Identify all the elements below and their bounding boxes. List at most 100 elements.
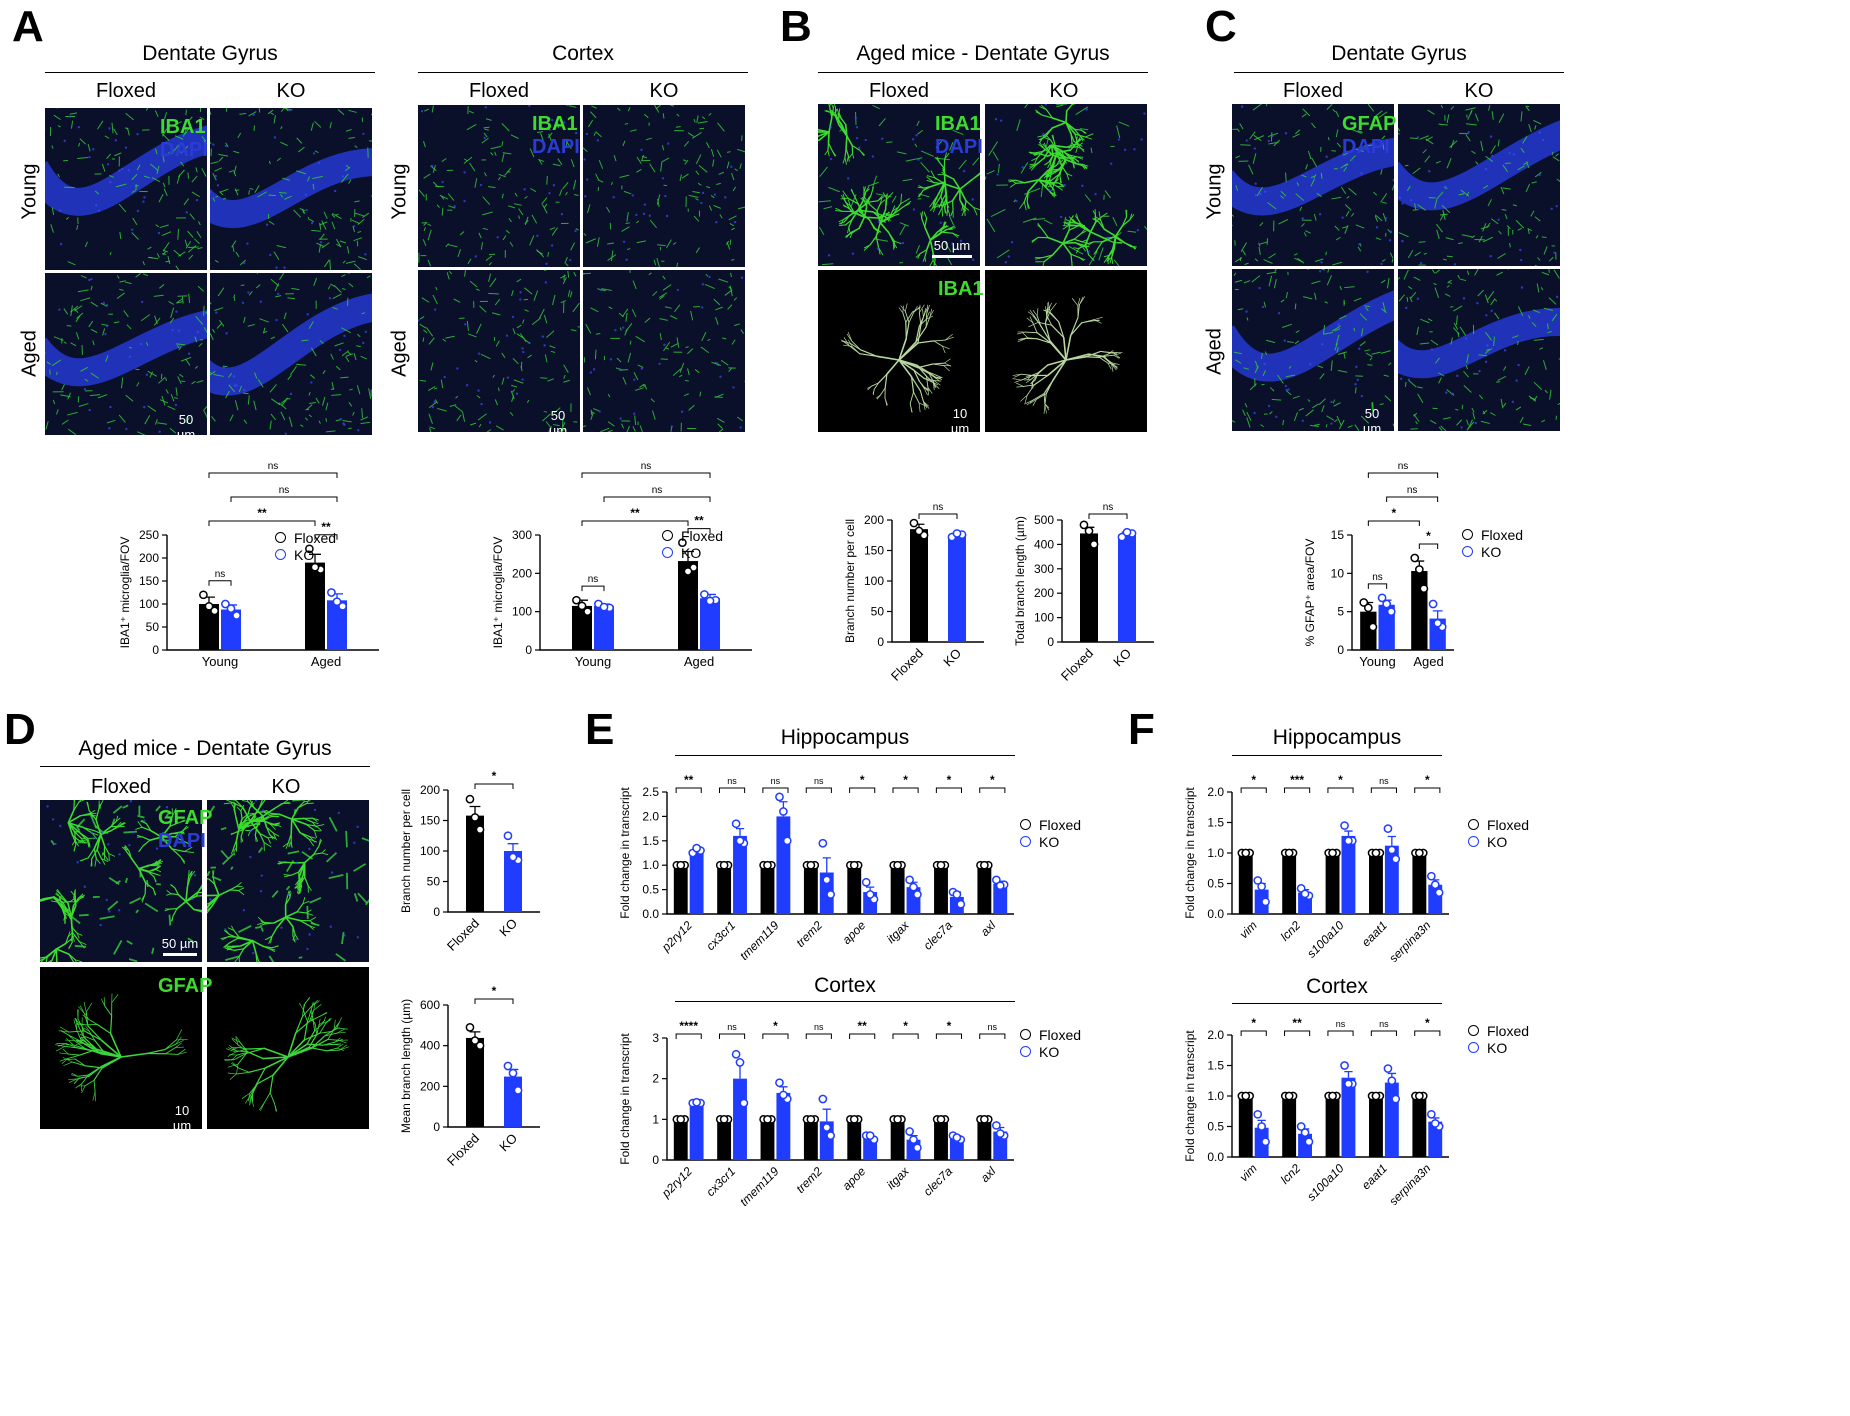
micrograph-texture (207, 800, 369, 962)
significance-bracket (762, 1033, 789, 1039)
legend-marker-ko (662, 547, 673, 558)
legend-label-ko: KO (1487, 834, 1508, 850)
bar (1384, 1082, 1399, 1157)
data-point (1434, 888, 1444, 897)
data-point (1340, 821, 1349, 830)
panel-f-title-cortex: Cortex (1306, 975, 1368, 998)
significance-label: * (1425, 1016, 1430, 1030)
data-point (470, 1036, 480, 1045)
x-tick-label: tmem119 (737, 918, 782, 962)
y-tick-label: 2.5 (642, 785, 659, 799)
data-point (577, 601, 587, 611)
legend-marker-floxed (1468, 819, 1479, 830)
x-tick-label: serpina3n (1386, 1161, 1433, 1205)
significance-bracket (718, 1033, 746, 1039)
bar (1282, 1096, 1297, 1157)
legend-label-floxed: Floxed (1487, 1023, 1530, 1039)
significance-bracket (1240, 1030, 1267, 1036)
data-point (310, 562, 320, 572)
significance-label: * (990, 773, 995, 787)
row-young: Young (1203, 163, 1226, 220)
y-tick-label: 100 (512, 605, 532, 619)
bar (934, 1119, 948, 1160)
x-tick-label: lcn2 (1278, 1161, 1304, 1187)
significance-bracket (918, 513, 958, 519)
data-point (508, 852, 518, 862)
significance-bracket (1088, 513, 1128, 519)
data-point (1382, 599, 1392, 609)
bar (594, 605, 614, 650)
data-point (731, 819, 741, 829)
legend-label-ko: KO (1039, 834, 1060, 850)
data-point (572, 595, 581, 605)
y-tick-label: 250 (139, 528, 159, 542)
bar (1360, 611, 1377, 650)
y-tick-label: 600 (420, 998, 440, 1012)
data-point (700, 590, 709, 599)
significance-label: * (947, 773, 952, 787)
x-tick-label: KO (1110, 646, 1134, 670)
scale-bar: 10 µm (942, 406, 978, 441)
bar (776, 816, 791, 914)
data-point (221, 599, 230, 609)
y-tick-label: 0 (652, 1153, 659, 1167)
data-point (1363, 603, 1373, 613)
stain-label-gfap: GFAP (1342, 113, 1397, 135)
x-tick-label: eaat1 (1359, 918, 1390, 949)
bar (1118, 534, 1136, 642)
col-ko: KO (1464, 80, 1494, 102)
data-point (1304, 1137, 1314, 1147)
significance-label: * (903, 1019, 908, 1033)
y-axis-label: Fold change in transcript (618, 787, 632, 919)
bar (689, 850, 704, 914)
significance-label: ** (694, 514, 704, 528)
divider (1234, 72, 1564, 73)
significance-label: * (1251, 1016, 1256, 1030)
x-tick-label: apoe (840, 918, 869, 947)
data-point (826, 1131, 835, 1140)
micrograph (45, 108, 207, 270)
legend-marker-ko (275, 549, 286, 560)
row-aged: Aged (388, 330, 411, 377)
scale-bar-label: 10 µm (950, 406, 970, 436)
significance-label: ns (814, 776, 824, 786)
data-point (508, 1068, 518, 1078)
data-point (779, 807, 788, 816)
panel-d-title: Aged mice - Dentate Gyrus (78, 737, 332, 760)
axis (891, 520, 984, 643)
significance-label: ns (727, 776, 737, 786)
stain-label-gfap: GFAP (158, 975, 213, 997)
data-point (775, 1078, 784, 1088)
data-point (475, 825, 485, 835)
bar (847, 865, 862, 914)
significance-bracket (1284, 1030, 1311, 1036)
legend: Floxed KO (1462, 527, 1523, 561)
data-point (782, 836, 792, 846)
chart-c-gfap-area: 0 5 10 15 % GFAP⁺ area/FOV Young Aged ns * * ns ns (1303, 461, 1454, 669)
scale-bar: 50 µm (540, 408, 576, 443)
micrograph (1232, 269, 1394, 431)
significance-label: ns (652, 485, 663, 496)
micrograph (583, 105, 745, 267)
significance-bracket (979, 787, 1006, 793)
significance-bracket (979, 1033, 1006, 1039)
significance-label: ** (257, 506, 267, 520)
legend-label-floxed: Floxed (681, 528, 724, 544)
data-point (676, 860, 686, 870)
bar (910, 529, 928, 642)
data-point (204, 601, 214, 611)
micrograph-texture (418, 270, 580, 432)
significance-bracket (1414, 1030, 1441, 1036)
y-tick-label: 5 (1337, 605, 1344, 619)
y-tick-label: 100 (1034, 611, 1054, 625)
significance-label: * (903, 773, 908, 787)
data-point (683, 567, 693, 576)
data-point (1371, 848, 1381, 858)
data-point (992, 875, 1001, 885)
divider (675, 1001, 1015, 1002)
data-point (995, 881, 1005, 891)
data-point (1241, 1091, 1251, 1101)
data-point (763, 1114, 772, 1124)
data-point (226, 604, 236, 613)
y-axis-label: Mean branch length (µm) (399, 999, 413, 1133)
